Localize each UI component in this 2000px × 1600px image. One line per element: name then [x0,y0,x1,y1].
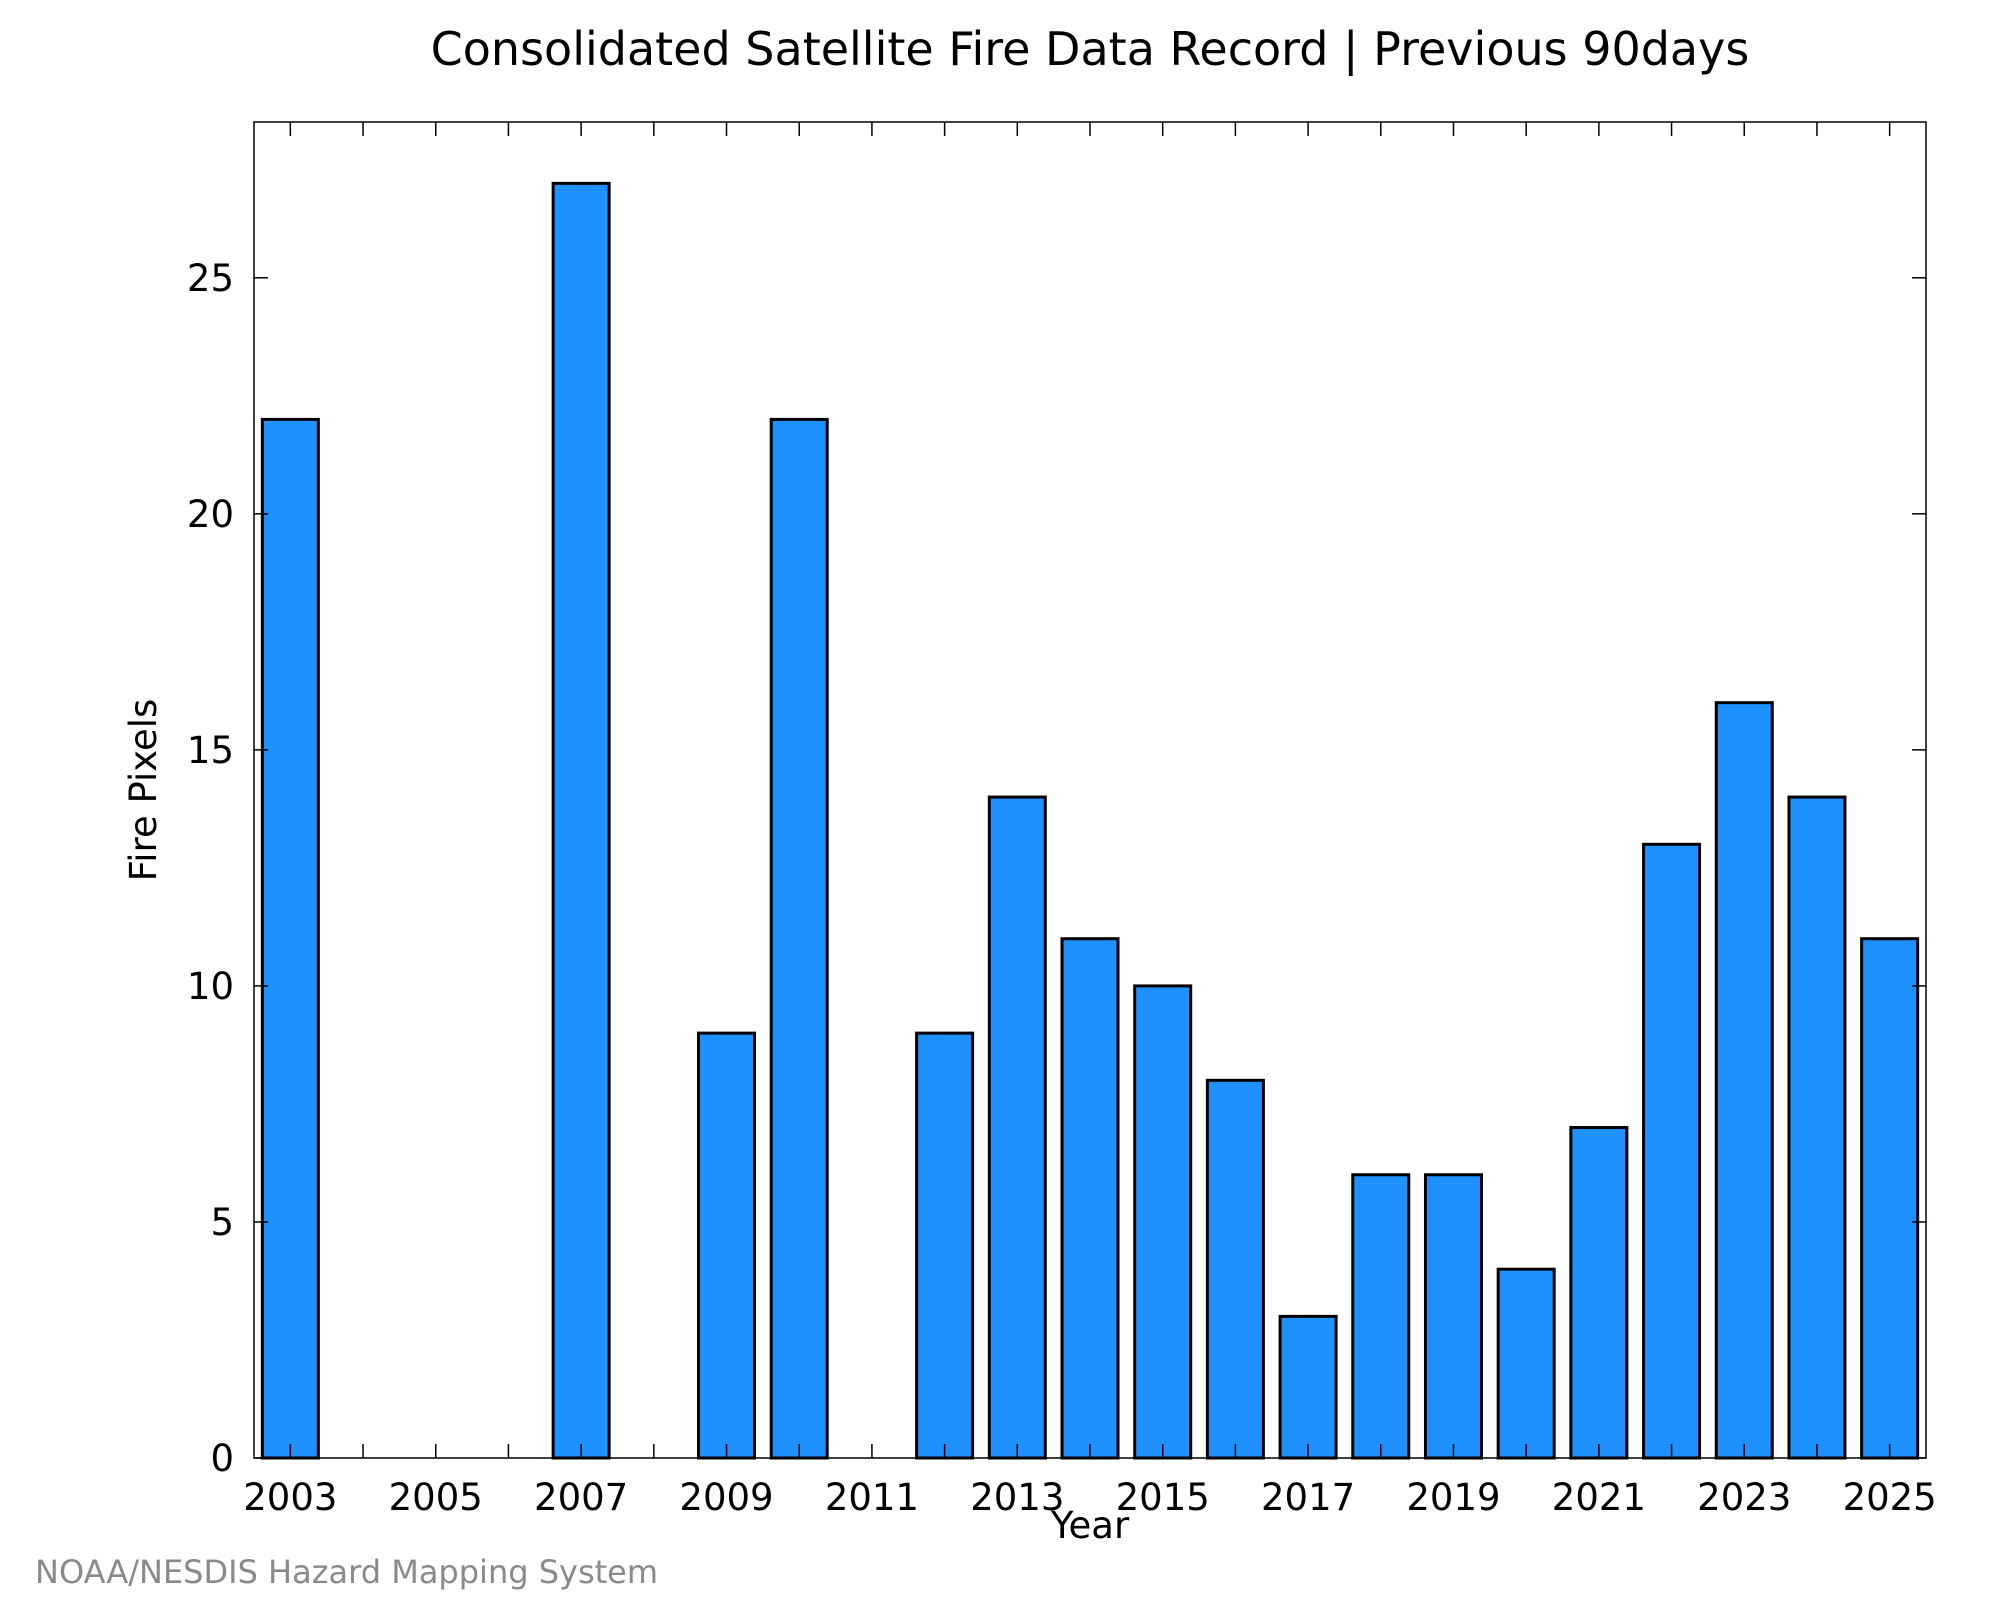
x-tick-label: 2023 [1697,1476,1791,1519]
source-credit: NOAA/NESDIS Hazard Mapping System [35,1553,658,1591]
x-tick-label: 2005 [389,1476,483,1519]
bar-2007 [551,181,611,1460]
x-tick-label: 2011 [825,1476,919,1519]
bar-2017 [1278,1314,1338,1460]
bar-2012 [915,1031,975,1460]
y-tick-label: 15 [187,729,234,772]
x-tick-label: 2007 [534,1476,628,1519]
x-tick-label: 2021 [1552,1476,1646,1519]
bar-2003 [260,417,320,1460]
bar-2025 [1860,937,1920,1460]
bar-2014 [1060,937,1120,1460]
bar-2021 [1569,1126,1629,1460]
bar-2009 [697,1031,757,1460]
bars-group [260,181,1920,1460]
bar-2020 [1496,1267,1556,1460]
y-tick-label: 0 [210,1437,234,1480]
bar-2013 [987,795,1047,1460]
x-axis-label: Year [1050,1504,1130,1547]
bar-2016 [1205,1078,1265,1460]
y-tick-label: 10 [187,965,234,1008]
x-tick-label: 2003 [243,1476,337,1519]
chart-title: Consolidated Satellite Fire Data Record … [431,22,1750,77]
x-tick-label: 2009 [679,1476,773,1519]
y-axis-label: Fire Pixels [122,699,165,882]
x-tick-label: 2013 [970,1476,1064,1519]
x-ticks-group: 2003 2005 2007 2009 2011 2013 2015 2017 2019 2021… [243,122,1937,1519]
bar-2019 [1423,1173,1483,1460]
y-tick-label: 5 [210,1201,234,1244]
y-ticks-group: 0 5 10 15 20 25 [187,257,1926,1480]
x-tick-label: 2015 [1116,1476,1210,1519]
bar-2018 [1351,1173,1411,1460]
x-tick-label: 2019 [1406,1476,1500,1519]
bar-2010 [769,417,829,1460]
x-tick-label: 2025 [1843,1476,1937,1519]
y-tick-label: 25 [187,257,234,300]
y-tick-label: 20 [187,493,234,536]
bar-2024 [1787,795,1847,1460]
bar-2022 [1642,842,1702,1460]
x-tick-label: 2017 [1261,1476,1355,1519]
bar-2023 [1714,701,1774,1460]
bar-2015 [1133,984,1193,1460]
